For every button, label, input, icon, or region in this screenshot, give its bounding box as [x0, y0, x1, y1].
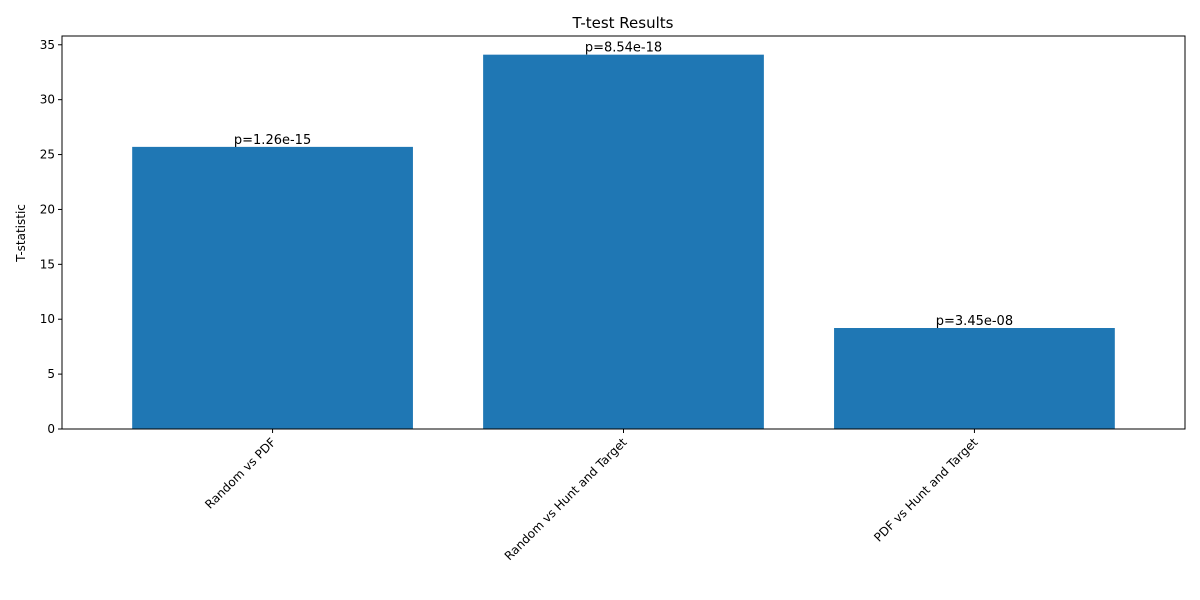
bar-annotation-3: p=3.45e-08 — [936, 314, 1013, 329]
y-tick-label-30: 30 — [40, 93, 55, 107]
bar-3 — [834, 328, 1115, 429]
y-tick-label-20: 20 — [40, 202, 55, 216]
bars-group: p=1.26e-15 p=8.54e-18 p=3.45e-08 — [132, 41, 1115, 429]
x-axis: Random vs PDF Random vs Hunt and Target PD… — [202, 429, 981, 563]
x-tick-label-2: Random vs Hunt and Target — [502, 435, 630, 563]
y-tick-label-25: 25 — [40, 148, 55, 162]
x-tick-label-1: Random vs PDF — [202, 435, 278, 511]
plot-frame — [61, 35, 1186, 430]
bar-annotation-1: p=1.26e-15 — [234, 133, 311, 148]
bar-1 — [132, 146, 413, 429]
y-axis: 0 5 10 15 20 25 30 35 — [40, 38, 62, 436]
x-tick-label-3: PDF vs Hunt and Target — [871, 435, 981, 545]
y-tick-label-35: 35 — [40, 38, 55, 52]
y-axis-label: T-statistic — [14, 204, 28, 263]
y-tick-label-15: 15 — [40, 257, 55, 271]
chart-title: T-test Results — [572, 14, 674, 32]
y-tick-label-5: 5 — [47, 367, 55, 381]
bar-2 — [483, 54, 764, 429]
y-tick-label-0: 0 — [47, 422, 55, 436]
bar-annotation-2: p=8.54e-18 — [585, 41, 662, 56]
y-tick-label-10: 10 — [40, 312, 55, 326]
